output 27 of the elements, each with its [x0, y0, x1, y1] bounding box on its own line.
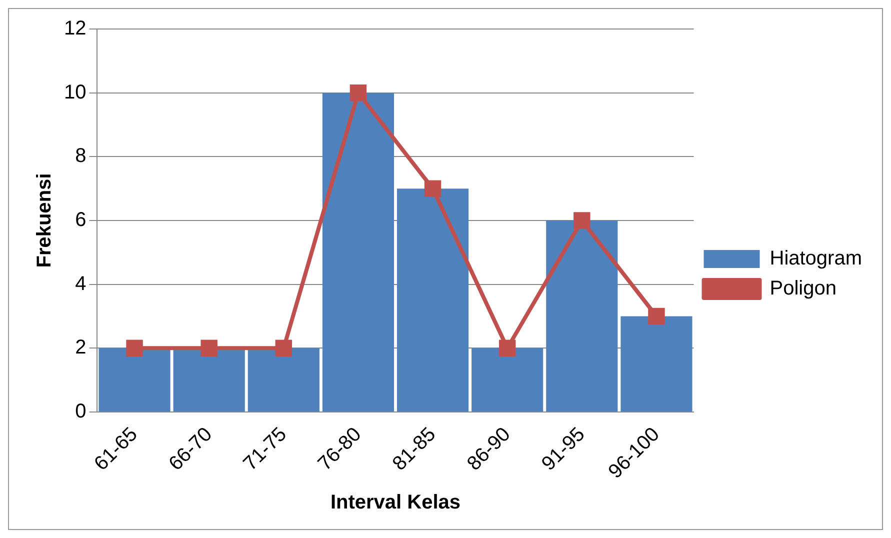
bar — [396, 188, 469, 412]
y-tick-label: 0 — [75, 400, 86, 423]
point — [574, 212, 590, 229]
point — [200, 340, 218, 357]
y-axis-title: Frekuensi — [34, 173, 56, 268]
bar — [322, 92, 394, 412]
point — [424, 180, 442, 197]
bar — [98, 348, 170, 412]
bar — [620, 316, 692, 412]
point — [350, 84, 367, 102]
y-tick-label: 4 — [75, 272, 86, 295]
y-tick-label: 8 — [75, 145, 86, 168]
y-tick-label: 12 — [64, 18, 86, 40]
legend-label: Poligon — [770, 278, 836, 300]
y-tick-label: 2 — [75, 336, 86, 359]
point — [498, 340, 516, 357]
legend-label: Hiatogram — [770, 248, 862, 270]
bar — [546, 220, 618, 412]
point — [126, 340, 143, 357]
bar — [472, 348, 544, 412]
bar — [173, 348, 245, 412]
point — [648, 308, 665, 325]
point — [275, 340, 292, 357]
x-axis-title: Interval Kelas — [330, 492, 461, 514]
bar — [248, 348, 320, 412]
y-tick-label: 10 — [64, 81, 86, 104]
y-tick-label: 6 — [75, 209, 86, 232]
